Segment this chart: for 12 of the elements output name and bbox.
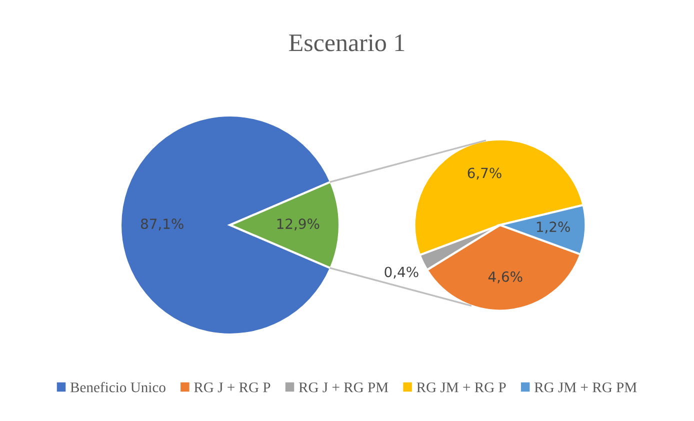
chart-title: Escenario 1 (289, 34, 404, 52)
legend-label: RG JM + RG PM (534, 382, 637, 392)
legend-label: RG J + RG P (194, 382, 270, 392)
legend-label: Beneficio Unico (70, 382, 166, 392)
data-label: 0,4% (384, 266, 418, 279)
data-label: 6,7% (468, 168, 502, 180)
data-label: 4,6% (488, 271, 522, 284)
data-label: 87,1% (140, 218, 184, 230)
data-label: 12,9% (277, 218, 320, 230)
data-label: 1,2% (536, 222, 570, 234)
legend-label: RG J + RG PM (298, 382, 388, 392)
legend-label: RG JM + RG P (416, 382, 506, 392)
